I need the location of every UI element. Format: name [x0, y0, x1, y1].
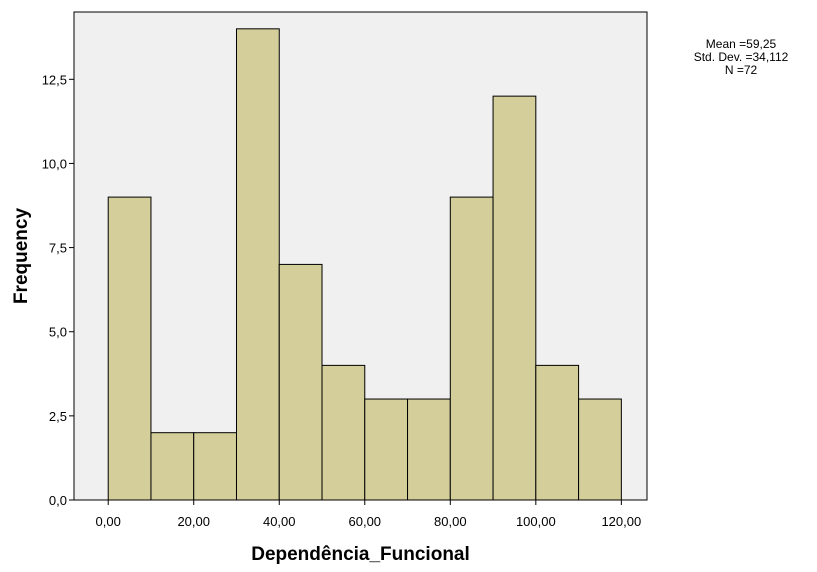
- histogram-bar-8: [449, 196, 494, 501]
- histogram-bar-2: [193, 432, 237, 501]
- std-dev-stat: Std. Dev. =34,112: [693, 50, 789, 64]
- histogram-bar-10: [535, 364, 580, 501]
- y-axis-title: Frequency: [11, 208, 32, 305]
- y-tick-label: 0,0: [49, 493, 67, 508]
- histogram-bar-6: [364, 398, 409, 501]
- histogram-bar-0: [107, 196, 152, 501]
- histogram-bar-5: [321, 364, 366, 501]
- x-axis: 0,00 20,00 40,00 60,00 80,00 100,00 120,00: [96, 500, 641, 529]
- y-tick-label: 5,0: [49, 325, 67, 340]
- x-tick-label: 100,00: [516, 514, 556, 529]
- histogram-bar-11: [578, 398, 622, 501]
- histogram-bar-7: [407, 398, 451, 501]
- n-stat: N =72: [724, 63, 758, 77]
- bars-group: [107, 28, 622, 501]
- y-tick-label: 10,0: [42, 156, 67, 171]
- histogram-bar-3: [235, 28, 280, 501]
- x-tick-label: 120,00: [601, 514, 641, 529]
- x-tick-label: 60,00: [349, 514, 382, 529]
- statistics-legend: Mean =59,25 Std. Dev. =34,112 N =72: [676, 38, 806, 77]
- y-axis: 0,0 2,5 5,0 7,5 10,0 12,5: [42, 72, 74, 508]
- histogram-bar-9: [492, 95, 537, 501]
- histogram-bar-1: [150, 432, 195, 501]
- y-tick-label: 2,5: [49, 409, 67, 424]
- mean-stat: Mean =59,25: [705, 37, 777, 51]
- y-tick-label: 12,5: [42, 72, 67, 87]
- histogram-bar-4: [278, 263, 323, 501]
- x-tick-label: 20,00: [177, 514, 210, 529]
- x-axis-title: Dependência_Funcional: [251, 544, 470, 565]
- x-tick-label: 80,00: [434, 514, 467, 529]
- y-tick-label: 7,5: [49, 241, 67, 256]
- x-tick-label: 0,00: [96, 514, 121, 529]
- x-tick-label: 40,00: [263, 514, 296, 529]
